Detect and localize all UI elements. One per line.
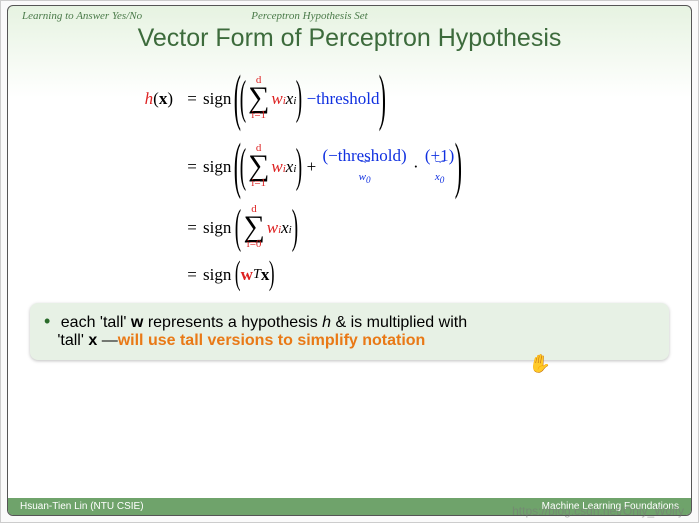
slide: Learning to Answer Yes/No Perceptron Hyp… [7, 5, 692, 516]
cursor-hand-icon: ✋ [527, 353, 552, 377]
fn-sign: sign [203, 90, 235, 107]
sigma-icon: d ∑ i=1 [248, 75, 269, 121]
callout-box: • each 'tall' w represents a hypothesis … [30, 303, 669, 360]
footer-author: Hsuan-Tien Lin (NTU CSIE) [20, 501, 542, 512]
fn-h: h [145, 89, 154, 108]
vec-w: w [241, 266, 253, 283]
breadcrumb-section: Learning to Answer Yes/No [22, 10, 251, 22]
eq-line-4: = sign ( wTx ) [118, 257, 691, 291]
slide-title: Vector Form of Perceptron Hypothesis [8, 24, 691, 53]
eq-line-1: h(x) = sign ( ( d ∑ i=1 wixi ) −threshol… [118, 67, 691, 129]
equation-block: h(x) = sign ( ( d ∑ i=1 wixi ) −threshol… [118, 67, 691, 291]
watermark: https://blog.csdn.net/Only_Wolfy [512, 504, 684, 518]
eq-line-2: = sign ( ( d ∑ i=1 wixi ) + (−threshold)… [118, 135, 691, 197]
underbrace-w0: (−threshold) ︸ w0 [322, 147, 406, 185]
eq-line-3: = sign ( d ∑ i=0 wixi ) [118, 203, 691, 251]
bullet-icon: • [44, 311, 50, 331]
top-breadcrumb: Learning to Answer Yes/No Perceptron Hyp… [8, 6, 691, 24]
vec-x: x [159, 89, 168, 108]
threshold-term: threshold [316, 90, 379, 107]
breadcrumb-subsection: Perceptron Hypothesis Set [251, 10, 513, 22]
callout-emphasis: will use tall versions to simplify notat… [118, 332, 426, 349]
underbrace-x0: (+1) ︸ x0 [425, 147, 454, 185]
